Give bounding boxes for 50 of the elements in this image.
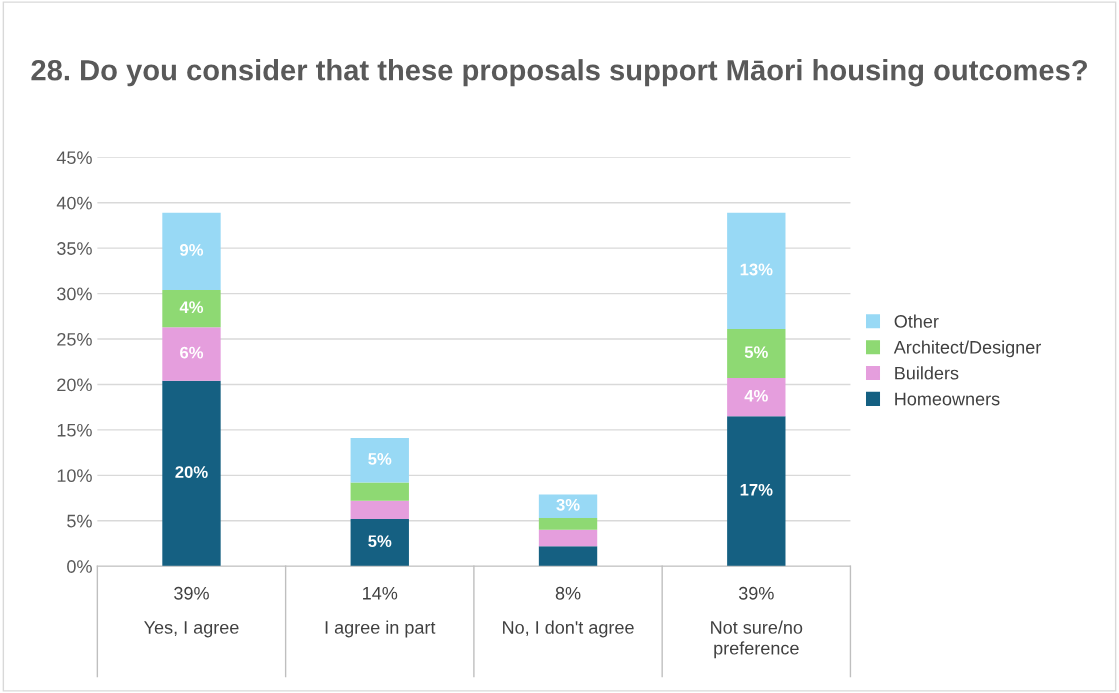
x-tick-label: No, I don't agree bbox=[503, 620, 634, 638]
bar bbox=[162, 212, 221, 290]
y-tick-label: 0% bbox=[67, 560, 92, 573]
data-label: 17% bbox=[740, 483, 773, 496]
bar bbox=[538, 546, 598, 567]
x-tick-label: Yes, I agree bbox=[144, 621, 239, 638]
y-tick-label: 25% bbox=[57, 332, 92, 346]
data-label: 20% bbox=[175, 466, 208, 478]
bar bbox=[727, 212, 786, 330]
bar bbox=[727, 416, 786, 567]
bar bbox=[727, 329, 786, 379]
data-label: 5% bbox=[368, 535, 392, 548]
data-label: 13% bbox=[740, 263, 773, 276]
y-tick-label: 20% bbox=[57, 378, 92, 392]
bar bbox=[162, 327, 221, 381]
bar bbox=[538, 494, 598, 519]
total-label: 39% bbox=[738, 586, 774, 600]
legend-label: Homeowners bbox=[895, 392, 1000, 406]
total-label: 39% bbox=[174, 586, 209, 600]
bar bbox=[538, 518, 598, 530]
bar bbox=[350, 500, 409, 519]
y-tick-label: 40% bbox=[56, 196, 92, 210]
y-tick-label: 10% bbox=[57, 469, 92, 483]
data-label: 3% bbox=[556, 498, 580, 511]
legend-label: Other bbox=[894, 314, 939, 328]
data-label: 9% bbox=[180, 244, 204, 256]
data-label: 6% bbox=[180, 346, 204, 359]
data-label: 4% bbox=[744, 389, 768, 402]
data-label: 4% bbox=[179, 301, 204, 314]
y-tick-label: 35% bbox=[57, 242, 92, 255]
bar bbox=[350, 482, 409, 501]
bar bbox=[350, 518, 409, 567]
x-tick-label: Not sure/no preference bbox=[711, 620, 803, 659]
chart-title: 28. Do you consider that these proposals support Māori housing outcomes? bbox=[31, 59, 1087, 87]
bar bbox=[538, 529, 598, 547]
total-label: 14% bbox=[363, 586, 398, 600]
y-tick-label: 45% bbox=[56, 151, 92, 165]
y-tick-label: 30% bbox=[57, 287, 92, 301]
y-tick-label: 15% bbox=[57, 423, 92, 437]
bar bbox=[350, 438, 409, 483]
bar bbox=[162, 289, 221, 328]
total-label: 8% bbox=[555, 586, 581, 600]
data-label: 5% bbox=[744, 346, 768, 359]
bar bbox=[162, 380, 221, 567]
legend-label: Builders bbox=[895, 366, 959, 380]
legend-label: Architect/Designer bbox=[893, 340, 1041, 358]
y-tick-label: 5% bbox=[67, 514, 92, 528]
bar bbox=[727, 378, 786, 417]
data-label: 5% bbox=[368, 453, 392, 465]
x-tick-label: I agree in part bbox=[325, 620, 436, 638]
